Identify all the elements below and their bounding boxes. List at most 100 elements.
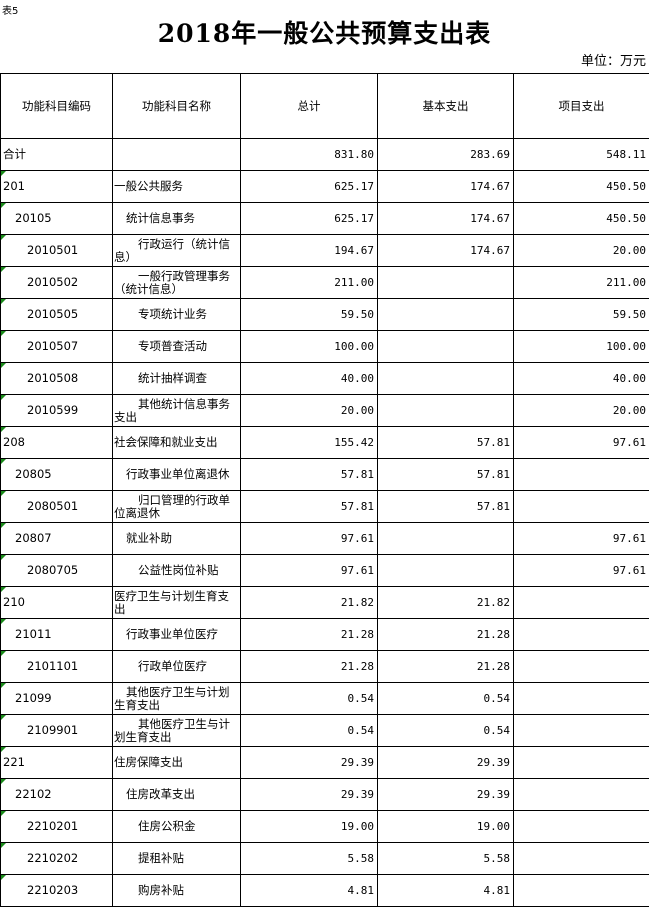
basic-cell: 0.54 [378, 683, 514, 715]
basic-cell: 29.39 [378, 747, 514, 779]
basic-cell [378, 555, 514, 587]
total-cell: 211.00 [241, 267, 378, 299]
name-cell: 归口管理的行政单位离退休 [113, 491, 241, 523]
total-cell: 19.00 [241, 811, 378, 843]
total-cell: 57.81 [241, 491, 378, 523]
code-cell: 21011 [1, 619, 113, 651]
project-cell: 100.00 [514, 331, 649, 363]
project-cell: 450.50 [514, 203, 649, 235]
name-cell: 社会保障和就业支出 [113, 427, 241, 459]
total-cell: 21.28 [241, 651, 378, 683]
code-cell: 21099 [1, 683, 113, 715]
project-cell [514, 811, 649, 843]
total-cell: 155.42 [241, 427, 378, 459]
basic-cell: 283.69 [378, 139, 514, 171]
code-cell: 201 [1, 171, 113, 203]
code-cell: 20805 [1, 459, 113, 491]
name-cell: 行政事业单位医疗 [113, 619, 241, 651]
total-cell: 59.50 [241, 299, 378, 331]
total-cell: 40.00 [241, 363, 378, 395]
name-cell: 公益性岗位补贴 [113, 555, 241, 587]
basic-cell: 29.39 [378, 779, 514, 811]
total-cell: 0.54 [241, 683, 378, 715]
project-cell [514, 459, 649, 491]
name-cell [113, 139, 241, 171]
header-total: 总计 [241, 74, 378, 139]
total-cell: 100.00 [241, 331, 378, 363]
code-cell: 208 [1, 427, 113, 459]
total-cell: 97.61 [241, 555, 378, 587]
code-cell: 2010508 [1, 363, 113, 395]
code-cell: 合计 [1, 139, 113, 171]
name-cell: 统计抽样调查 [113, 363, 241, 395]
code-cell: 2210202 [1, 843, 113, 875]
project-cell: 450.50 [514, 171, 649, 203]
basic-cell: 19.00 [378, 811, 514, 843]
project-cell [514, 875, 649, 907]
name-cell: 其他统计信息事务支出 [113, 395, 241, 427]
code-cell: 20105 [1, 203, 113, 235]
total-cell: 625.17 [241, 171, 378, 203]
project-cell: 548.11 [514, 139, 649, 171]
header-basic: 基本支出 [378, 74, 514, 139]
name-cell: 行政单位医疗 [113, 651, 241, 683]
total-cell: 57.81 [241, 459, 378, 491]
total-cell: 4.81 [241, 875, 378, 907]
header-row: 功能科目编码 功能科目名称 总计 基本支出 项目支出 [1, 74, 649, 139]
code-cell: 2109901 [1, 715, 113, 747]
name-cell: 行政运行（统计信息） [113, 235, 241, 267]
basic-cell [378, 395, 514, 427]
name-cell: 专项统计业务 [113, 299, 241, 331]
basic-cell: 174.67 [378, 171, 514, 203]
project-cell: 211.00 [514, 267, 649, 299]
name-cell: 住房保障支出 [113, 747, 241, 779]
code-cell: 210 [1, 587, 113, 619]
code-cell: 221 [1, 747, 113, 779]
project-cell [514, 747, 649, 779]
total-cell: 21.82 [241, 587, 378, 619]
name-cell: 行政事业单位离退休 [113, 459, 241, 491]
project-cell [514, 491, 649, 523]
name-cell: 其他医疗卫生与计划生育支出 [113, 683, 241, 715]
name-cell: 统计信息事务 [113, 203, 241, 235]
project-cell: 97.61 [514, 555, 649, 587]
unit-label: 单位：万元 [581, 50, 646, 69]
basic-cell: 57.81 [378, 491, 514, 523]
basic-cell: 0.54 [378, 715, 514, 747]
basic-cell: 5.58 [378, 843, 514, 875]
total-cell: 625.17 [241, 203, 378, 235]
basic-cell [378, 523, 514, 555]
name-cell: 一般公共服务 [113, 171, 241, 203]
name-cell: 就业补助 [113, 523, 241, 555]
name-cell: 专项普查活动 [113, 331, 241, 363]
project-cell [514, 619, 649, 651]
basic-cell: 4.81 [378, 875, 514, 907]
code-cell: 22102 [1, 779, 113, 811]
project-cell [514, 587, 649, 619]
code-cell: 2101101 [1, 651, 113, 683]
code-cell: 2080705 [1, 555, 113, 587]
code-cell: 2080501 [1, 491, 113, 523]
project-cell: 20.00 [514, 395, 649, 427]
basic-cell: 57.81 [378, 459, 514, 491]
basic-cell: 57.81 [378, 427, 514, 459]
name-cell: 住房改革支出 [113, 779, 241, 811]
header-name: 功能科目名称 [113, 74, 241, 139]
project-cell: 59.50 [514, 299, 649, 331]
code-cell: 2010507 [1, 331, 113, 363]
header-project: 项目支出 [514, 74, 649, 139]
